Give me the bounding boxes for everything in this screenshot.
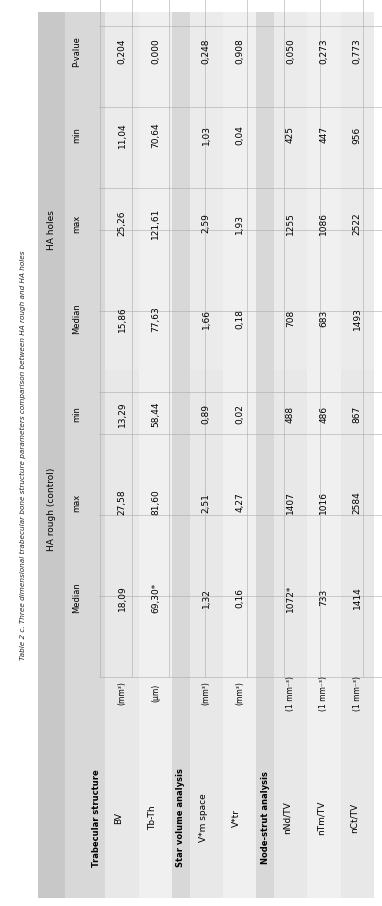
Text: 867: 867	[353, 405, 362, 422]
Text: 956: 956	[353, 126, 362, 143]
Text: 77,63: 77,63	[151, 306, 160, 332]
Text: 1072*: 1072*	[286, 584, 295, 612]
Text: 0,000: 0,000	[151, 38, 160, 64]
Text: (mm³): (mm³)	[118, 681, 127, 705]
Polygon shape	[105, 12, 139, 898]
Polygon shape	[38, 12, 65, 898]
Text: HA rough (control): HA rough (control)	[47, 467, 56, 551]
Text: 1,93: 1,93	[235, 214, 244, 234]
Text: (µm): (µm)	[151, 684, 160, 702]
Text: V*m space: V*m space	[199, 794, 208, 842]
Text: max: max	[72, 494, 81, 512]
Text: 15,86: 15,86	[118, 306, 127, 332]
Text: 0,273: 0,273	[319, 38, 329, 64]
Text: 2,59: 2,59	[202, 214, 211, 234]
Text: (1 mm⁻³): (1 mm⁻³)	[319, 676, 329, 710]
Text: 0,248: 0,248	[202, 39, 211, 64]
Text: 488: 488	[286, 406, 295, 422]
Text: 0,02: 0,02	[235, 404, 244, 424]
Text: nCt/TV: nCt/TV	[350, 803, 359, 833]
Polygon shape	[274, 12, 307, 898]
Polygon shape	[223, 12, 256, 898]
Text: 486: 486	[319, 406, 329, 422]
Text: Trabecular structure: Trabecular structure	[92, 769, 101, 866]
Text: min: min	[72, 406, 81, 422]
Text: 1,32: 1,32	[202, 588, 211, 608]
Text: Star volume analysis: Star volume analysis	[176, 768, 185, 867]
Text: 2584: 2584	[353, 491, 362, 514]
Text: (1 mm⁻³): (1 mm⁻³)	[286, 676, 295, 710]
Text: Table 2 c. Three dimensional trabecular bone structure parameters comparison bet: Table 2 c. Three dimensional trabecular …	[20, 250, 26, 660]
Text: 1,03: 1,03	[202, 125, 211, 145]
Text: 11,04: 11,04	[118, 122, 127, 148]
Polygon shape	[172, 12, 189, 898]
Text: 27,58: 27,58	[118, 490, 127, 516]
Text: 0,89: 0,89	[202, 404, 211, 424]
Text: Tb-Th: Tb-Th	[148, 805, 157, 830]
Text: (mm³): (mm³)	[202, 681, 211, 705]
Polygon shape	[341, 12, 374, 898]
Text: 121,61: 121,61	[151, 207, 160, 239]
Text: Node-strut analysis: Node-strut analysis	[261, 771, 270, 864]
Text: nNd/TV: nNd/TV	[283, 801, 292, 834]
Text: 2522: 2522	[353, 212, 362, 235]
Text: 1086: 1086	[319, 212, 329, 235]
Text: 0,04: 0,04	[235, 125, 244, 145]
Text: Median: Median	[72, 583, 81, 613]
Text: 0,204: 0,204	[118, 39, 127, 64]
Polygon shape	[105, 12, 139, 370]
Text: 1414: 1414	[353, 586, 362, 609]
Text: 0,908: 0,908	[235, 38, 244, 64]
Text: V*tr: V*tr	[232, 809, 241, 826]
Text: 25,26: 25,26	[118, 211, 127, 236]
Text: 708: 708	[286, 310, 295, 327]
Text: 425: 425	[286, 127, 295, 143]
Polygon shape	[189, 12, 223, 370]
Polygon shape	[256, 12, 274, 898]
Text: nTm/TV: nTm/TV	[316, 801, 325, 835]
Text: BV: BV	[115, 812, 123, 824]
Polygon shape	[189, 12, 223, 898]
Text: 0,050: 0,050	[286, 38, 295, 64]
Text: 2,51: 2,51	[202, 493, 211, 513]
Text: 1493: 1493	[353, 307, 362, 330]
Text: min: min	[72, 127, 81, 143]
Text: 81,60: 81,60	[151, 490, 160, 516]
Text: 1407: 1407	[286, 491, 295, 514]
Polygon shape	[223, 12, 256, 370]
Text: 733: 733	[319, 589, 329, 606]
Text: 447: 447	[319, 127, 329, 143]
Polygon shape	[65, 12, 88, 898]
Polygon shape	[307, 12, 341, 370]
Text: 58,44: 58,44	[151, 401, 160, 427]
Polygon shape	[88, 12, 105, 898]
Text: (mm³): (mm³)	[235, 681, 244, 705]
Text: 69,30*: 69,30*	[151, 583, 160, 613]
Text: Median: Median	[72, 304, 81, 334]
Text: 13,29: 13,29	[118, 401, 127, 427]
Text: 18,09: 18,09	[118, 585, 127, 611]
Polygon shape	[341, 12, 374, 370]
Polygon shape	[8, 12, 38, 898]
Polygon shape	[139, 12, 172, 898]
Text: 1255: 1255	[286, 212, 295, 235]
Text: 0,16: 0,16	[235, 588, 244, 608]
Text: 4,27: 4,27	[235, 493, 244, 513]
Text: 1,66: 1,66	[202, 309, 211, 329]
Text: 0,18: 0,18	[235, 309, 244, 329]
Text: 683: 683	[319, 310, 329, 327]
Polygon shape	[8, 12, 374, 898]
Text: 70,64: 70,64	[151, 122, 160, 148]
Polygon shape	[139, 12, 172, 370]
Text: (1 mm⁻³): (1 mm⁻³)	[353, 676, 362, 710]
Text: 1016: 1016	[319, 491, 329, 514]
Polygon shape	[274, 12, 307, 370]
Text: P-value: P-value	[72, 36, 81, 67]
Text: HA holes: HA holes	[47, 210, 56, 250]
Text: 0,773: 0,773	[353, 38, 362, 64]
Text: max: max	[72, 215, 81, 233]
Polygon shape	[307, 12, 341, 898]
